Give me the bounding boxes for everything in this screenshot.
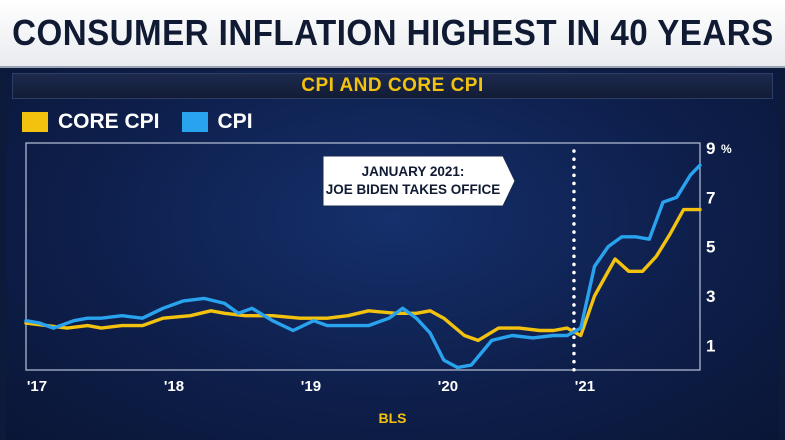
legend-item-cpi: CPI <box>181 110 253 134</box>
plot-frame <box>25 142 701 371</box>
x-tick-label: '21 <box>575 378 595 395</box>
legend-label-core-cpi: CORE CPI <box>58 110 160 133</box>
series-line-cpi <box>24 163 702 370</box>
legend-swatch-cpi <box>181 112 208 132</box>
x-tick-label: '20 <box>438 378 458 395</box>
x-tick-label: '18 <box>164 378 184 395</box>
annotation-text-line: JANUARY 2021: <box>362 164 465 179</box>
headline-text: CONSUMER INFLATION HIGHEST IN 40 YEARS <box>11 12 774 53</box>
annotation-text-line: JOE BIDEN TAKES OFFICE <box>326 182 501 197</box>
chart-title: CPI AND CORE CPI <box>301 75 484 96</box>
x-tick-label: '19 <box>301 378 321 395</box>
x-tick-label: '17 <box>27 378 47 395</box>
annotation-box <box>322 155 516 207</box>
chart-title-bar: CPI AND CORE CPI <box>12 73 773 99</box>
chart-panel <box>6 70 779 440</box>
legend-swatch-core-cpi <box>22 112 48 132</box>
y-tick-label: 1 <box>706 336 715 355</box>
legend-item-core-cpi: CORE CPI <box>22 110 160 134</box>
headline-banner: CONSUMER INFLATION HIGHEST IN 40 YEARS <box>0 0 785 68</box>
y-tick-label: 5 <box>706 238 715 257</box>
y-tick-label: 7 <box>706 188 715 207</box>
legend-label-cpi: CPI <box>217 110 253 133</box>
y-tick-label: 3 <box>706 287 715 306</box>
chart-legend: CORE CPI CPI <box>22 110 275 134</box>
source-label: BLS <box>378 410 407 426</box>
y-unit-label: % <box>721 142 732 156</box>
y-tick-label: 9 <box>706 139 715 158</box>
series-line-core-cpi <box>24 207 702 343</box>
